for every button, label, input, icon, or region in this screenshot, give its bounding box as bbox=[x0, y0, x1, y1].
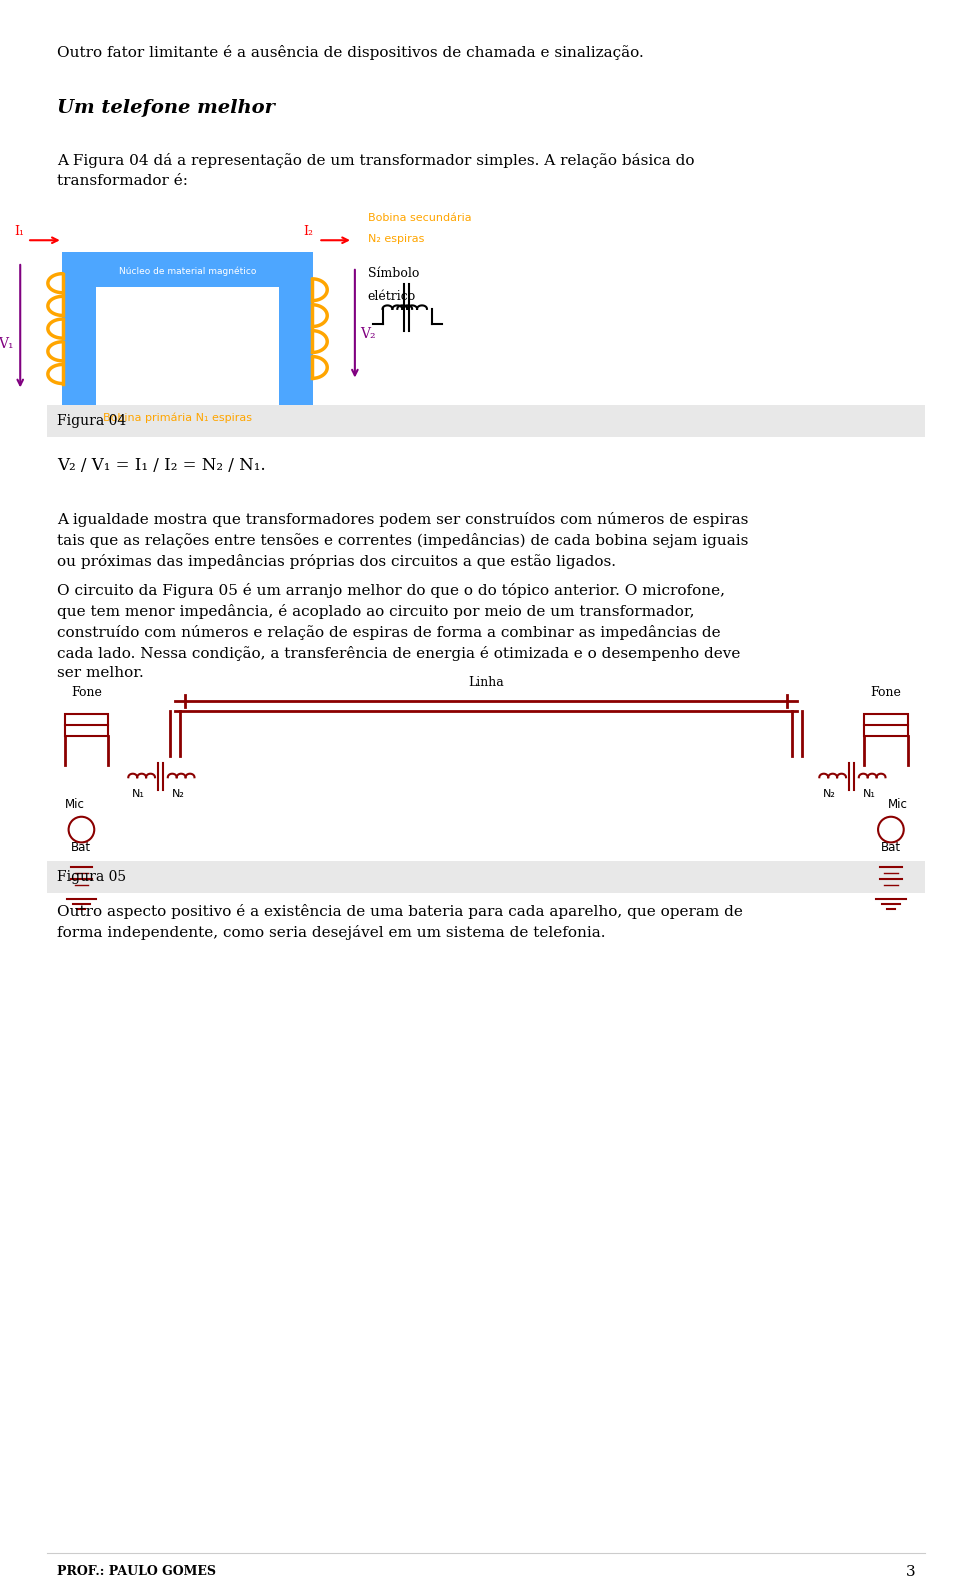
Text: PROF.: PAULO GOMES: PROF.: PAULO GOMES bbox=[57, 1565, 216, 1577]
Text: N₂: N₂ bbox=[172, 790, 184, 799]
Text: Símbolo: Símbolo bbox=[368, 266, 420, 279]
Text: Bat: Bat bbox=[71, 841, 91, 855]
Text: Mic: Mic bbox=[888, 798, 908, 810]
FancyBboxPatch shape bbox=[47, 405, 925, 437]
FancyBboxPatch shape bbox=[61, 252, 313, 405]
Text: Fone: Fone bbox=[871, 686, 901, 700]
Text: Bat: Bat bbox=[881, 841, 901, 855]
Text: 3: 3 bbox=[906, 1565, 916, 1579]
Text: V₂: V₂ bbox=[360, 327, 375, 341]
Text: N₂ espiras: N₂ espiras bbox=[368, 234, 424, 244]
Text: I₁: I₁ bbox=[14, 225, 24, 238]
Text: N₁: N₁ bbox=[132, 790, 145, 799]
Bar bbox=[864, 715, 908, 735]
Text: Mic: Mic bbox=[64, 798, 84, 810]
Text: Figura 04: Figura 04 bbox=[57, 413, 126, 427]
Bar bbox=[64, 715, 108, 735]
Text: N₂: N₂ bbox=[824, 790, 836, 799]
Text: I₂: I₂ bbox=[303, 225, 313, 238]
Text: Fone: Fone bbox=[71, 686, 102, 700]
Text: Bobina secundária: Bobina secundária bbox=[368, 212, 471, 223]
FancyBboxPatch shape bbox=[47, 861, 925, 893]
Text: A Figura 04 dá a representação de um transformador simples. A relação básica do
: A Figura 04 dá a representação de um tra… bbox=[57, 153, 694, 188]
Text: A igualdade mostra que transformadores podem ser construídos com números de espi: A igualdade mostra que transformadores p… bbox=[57, 512, 748, 569]
Text: Bobina primária N₁ espiras: Bobina primária N₁ espiras bbox=[103, 412, 252, 423]
FancyBboxPatch shape bbox=[96, 287, 278, 405]
Text: elétrico: elétrico bbox=[368, 290, 416, 303]
Text: Um telefone melhor: Um telefone melhor bbox=[57, 99, 275, 116]
Text: Núcleo de material magnético: Núcleo de material magnético bbox=[119, 266, 256, 276]
Text: Figura 05: Figura 05 bbox=[57, 869, 126, 884]
Text: Outro fator limitante é a ausência de dispositivos de chamada e sinalização.: Outro fator limitante é a ausência de di… bbox=[57, 45, 643, 59]
Text: Outro aspecto positivo é a existência de uma bateria para cada aparelho, que ope: Outro aspecto positivo é a existência de… bbox=[57, 904, 743, 939]
Text: V₁: V₁ bbox=[0, 337, 13, 351]
Text: O circuito da Figura 05 é um arranjo melhor do que o do tópico anterior. O micro: O circuito da Figura 05 é um arranjo mel… bbox=[57, 582, 740, 681]
Text: Linha: Linha bbox=[468, 676, 504, 689]
Text: V₂ / V₁ = I₁ / I₂ = N₂ / N₁.: V₂ / V₁ = I₁ / I₂ = N₂ / N₁. bbox=[57, 458, 265, 474]
Text: N₁: N₁ bbox=[863, 790, 876, 799]
